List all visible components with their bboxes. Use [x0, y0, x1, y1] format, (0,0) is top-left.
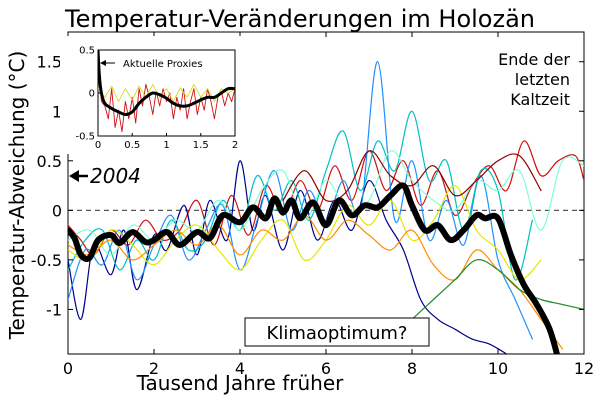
end-ice-age-line-2: letzten — [515, 70, 570, 89]
x-tick-label: 10 — [488, 359, 508, 378]
inset-series-layer — [98, 50, 235, 133]
inset-x-tick-label: 1 — [163, 140, 169, 151]
inset-annotation: Aktuelle Proxies — [123, 59, 203, 70]
inset-chart: 0 0.5 1 1.5 2-0.500.5 Aktuelle Proxies — [60, 36, 247, 154]
inset-x-tick-label: 0.5 — [124, 140, 140, 151]
x-tick-label: 4 — [235, 359, 245, 378]
axis-layer: 0 2 4 6 8 10 12-1-0.500.511.5 — [31, 32, 594, 378]
end-ice-age-line-1: Ende der — [498, 50, 570, 69]
inset-x-tick-label: 0 — [95, 140, 101, 151]
inset-y-tick-label: 0.5 — [79, 46, 95, 57]
chart-title: Temperatur-Veränderungen im Holozän — [64, 5, 535, 33]
inset-y-tick-label: 0 — [89, 89, 95, 100]
climate-optimum-annotation: Klimaoptimum? — [244, 317, 430, 347]
series-line-3 — [68, 61, 533, 340]
y-tick-label: -1 — [46, 300, 62, 319]
y-tick-label: 0 — [52, 201, 62, 220]
x-tick-label: 2 — [149, 359, 159, 378]
series-line-4 — [68, 110, 533, 281]
series-line-6 — [68, 185, 542, 281]
present-label: 2004 — [90, 164, 141, 188]
y-axis-label: Temperatur-Abweichung (°C) — [5, 51, 29, 341]
series-line-9 — [282, 150, 542, 203]
x-tick-label: 8 — [407, 359, 417, 378]
inset-x-tick-label: 1.5 — [193, 140, 209, 151]
end-ice-age-line-3: Kaltzeit — [510, 90, 570, 109]
inset-series-line-0 — [98, 62, 235, 133]
inset-series-line-2 — [98, 50, 235, 116]
series-line-7 — [68, 214, 564, 350]
series-line-0 — [68, 182, 560, 354]
series-line-8 — [411, 259, 584, 320]
x-tick-label: 12 — [574, 359, 594, 378]
y-tick-label: 0.5 — [37, 152, 62, 171]
series-line-1 — [68, 140, 584, 256]
y-tick-label: 1.5 — [37, 53, 62, 72]
x-axis-label: Tausend Jahre früher — [136, 371, 344, 395]
climate-optimum-box — [244, 317, 430, 347]
y-tick-label: 1 — [52, 102, 62, 121]
inset-arrow-head — [100, 60, 106, 66]
inset-x-tick-label: 2 — [232, 140, 238, 151]
y-tick-label: -0.5 — [31, 251, 62, 270]
present-arrow-head — [69, 170, 79, 182]
end-ice-age-annotation: Ende der letzten Kaltzeit — [498, 50, 570, 109]
inset-axis-layer: 0 0.5 1 1.5 2-0.500.5 — [75, 46, 238, 152]
present-marker: 2004 — [69, 164, 141, 188]
series-layer — [68, 61, 584, 354]
x-tick-label: 6 — [321, 359, 331, 378]
x-tick-label: 0 — [63, 359, 73, 378]
inset-y-tick-label: -0.5 — [75, 132, 95, 143]
climate-optimum-label: Klimaoptimum? — [267, 323, 408, 344]
